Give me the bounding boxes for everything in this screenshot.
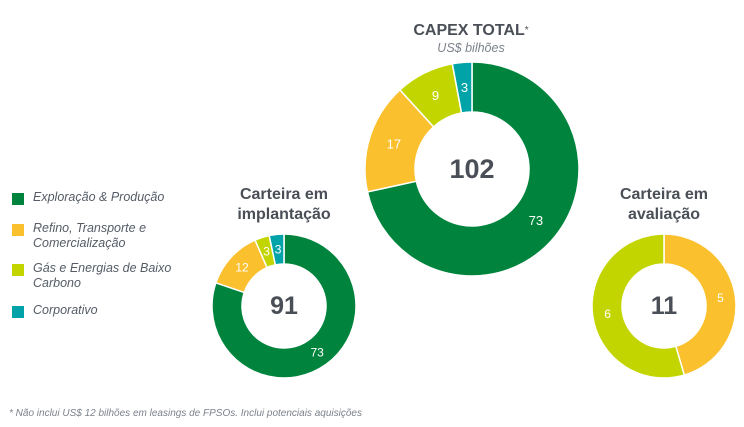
legend-label-gas: Gás e Energias de Baixo Carbono	[33, 261, 172, 290]
slice-gas-e-energias-de-baixo-carbono	[591, 233, 686, 379]
slice-corporativo	[268, 233, 285, 266]
donut-carteira-avaliacao: 5 6 11	[591, 233, 737, 379]
donut-capex-total: 73 17 9 3 102	[364, 61, 580, 277]
capex-total-title-mark: *	[524, 25, 529, 36]
data-label-refino-transporte-e-comercializacao: 12	[235, 260, 249, 274]
slice-exploracao-producao	[211, 233, 357, 379]
legend-label-refino: Refino, Transporte e Comercialização	[33, 221, 147, 250]
legend-item-exploracao: Exploração & Produção	[12, 190, 183, 205]
implantacao-title: Carteira em implantação	[237, 186, 331, 223]
footnote: * Não inclui US$ 12 bilhões em leasings …	[9, 408, 362, 419]
legend-item-gas: Gás e Energias de Baixo Carbono	[12, 261, 183, 291]
slice-corporativo	[451, 61, 473, 114]
legend-item-corporativo: Corporativo	[12, 303, 183, 318]
legend-swatch-gas	[12, 264, 24, 276]
legend-swatch-refino	[12, 224, 24, 236]
legend-item-refino: Refino, Transporte e Comercialização	[12, 221, 183, 251]
capex-total-subtitle: US$ bilhões	[437, 41, 505, 55]
capex-total-title: CAPEX TOTAL*	[396, 21, 546, 41]
donut-total-label: 91	[270, 292, 298, 320]
donut-total-label: 11	[651, 292, 678, 320]
data-label-gas-e-energias-de-baixo-carbono: 6	[604, 307, 611, 321]
data-label-gas-e-energias-de-baixo-carbono: 9	[432, 88, 439, 103]
avaliacao-title: Carteira em avaliação	[619, 186, 709, 223]
legend-swatch-corporativo	[12, 306, 24, 318]
legend-swatch-exploracao	[12, 193, 24, 205]
data-label-exploracao-producao: 73	[529, 213, 543, 228]
data-label-gas-e-energias-de-baixo-carbono: 3	[263, 245, 270, 259]
data-label-refino-transporte-e-comercializacao: 17	[387, 137, 401, 152]
data-label-corporativo: 3	[275, 242, 282, 256]
data-label-exploracao-producao: 73	[311, 345, 325, 359]
legend-label-exploracao: Exploração & Produção	[33, 190, 165, 204]
legend-label-corporativo: Corporativo	[33, 303, 98, 317]
data-label-corporativo: 3	[461, 80, 468, 95]
donut-carteira-implantacao: 73 12 3 3 91	[211, 233, 357, 379]
slice-exploracao-producao	[366, 61, 580, 277]
donut-total-label: 102	[449, 154, 494, 184]
data-label-refino-transporte-e-comercializacao: 5	[717, 291, 724, 305]
slice-refino-transporte-e-comercializacao	[663, 233, 737, 377]
capex-total-title-text: CAPEX TOTAL	[413, 22, 525, 39]
